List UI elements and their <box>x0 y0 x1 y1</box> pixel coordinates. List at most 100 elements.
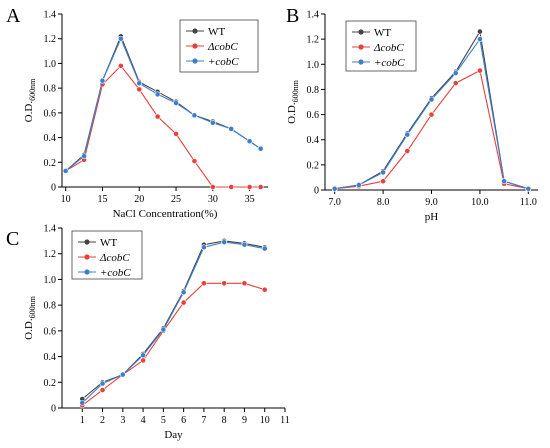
y-tick-label: 0.4 <box>44 133 57 144</box>
data-point-pcobC <box>221 239 228 246</box>
x-tick-label: 11.0 <box>520 197 537 208</box>
x-tick-label: 4 <box>141 415 146 426</box>
y-tick-label: 1.0 <box>44 59 57 70</box>
data-point-dcobC <box>180 299 187 306</box>
data-point-dcobC <box>404 148 411 154</box>
data-point-dcobC <box>241 280 248 287</box>
data-point-dcobC <box>428 111 435 118</box>
legend-marker-WT <box>192 28 198 34</box>
legend-marker-WT <box>358 29 364 35</box>
x-tick-label: 10.0 <box>471 197 489 208</box>
x-tick-label: 20 <box>134 194 144 205</box>
legend-marker-dcobC <box>358 44 364 50</box>
y-tick-label: 0.2 <box>307 160 320 171</box>
y-axis-subscript: 600nm <box>28 78 37 101</box>
series-line-WT <box>81 240 265 400</box>
data-point-dcobC <box>452 80 459 87</box>
legend-box <box>345 20 417 72</box>
panel-label: C <box>6 228 19 250</box>
legend-label-dcobC: ΔcobC <box>373 42 404 54</box>
legend-marker-WT <box>84 239 90 245</box>
y-tick-label: 0.2 <box>44 158 57 169</box>
data-point-pcobC <box>380 169 386 176</box>
x-tick-label: 7.0 <box>328 197 341 208</box>
data-point-dcobC <box>154 113 161 120</box>
data-point-pcobC <box>452 70 459 76</box>
x-tick-label: 35 <box>245 194 255 205</box>
data-point-dcobC <box>209 184 216 190</box>
data-point-pcobC <box>140 352 146 359</box>
y-tick-label: 1.2 <box>307 35 320 46</box>
x-tick-label: 9.0 <box>425 197 438 208</box>
y-tick-label: 0.8 <box>44 301 57 312</box>
y-tick-label: 1.2 <box>44 34 57 45</box>
x-tick-label: 10 <box>61 194 71 205</box>
x-tick-label: 10 <box>260 415 270 426</box>
x-tick-label: 7 <box>201 415 206 426</box>
legend-label-pcobC: +cobC <box>100 267 131 279</box>
legend-marker-pcobC <box>84 269 90 275</box>
y-axis-title: O.D.600nm <box>23 295 37 339</box>
data-point-dcobC <box>140 357 146 364</box>
data-point-pcobC <box>160 326 167 333</box>
data-point-pcobC <box>201 244 207 251</box>
data-point-pcobC <box>404 131 411 138</box>
y-tick-label: 1.2 <box>44 249 57 260</box>
data-point-WT <box>477 28 483 35</box>
y-tick-label: 0 <box>51 404 56 415</box>
data-point-pcobC <box>501 178 508 185</box>
legend-label-dcobC: ΔcobC <box>99 252 130 264</box>
y-tick-label: 0 <box>314 186 319 197</box>
chart-panel-C: C 0 0.2 0.4 0.6 0.8 1.0 1.2 1.4 1 2 3 4 5 6 7 8 9 10 11 Day O… <box>6 224 290 442</box>
data-point-pcobC <box>191 112 198 119</box>
chart-panel-A: A 0 0.2 0.4 0.6 0.8 1.0 1.2 1.4 10 15 20 25 30 35 NaCl … <box>6 5 268 220</box>
x-tick-label: 25 <box>171 194 181 205</box>
data-point-pcobC <box>62 168 69 174</box>
data-point-pcobC <box>180 289 187 296</box>
data-point-pcobC <box>525 185 532 192</box>
series-line-dcobC <box>334 69 529 190</box>
data-point-pcobC <box>99 380 106 387</box>
y-tick-label: 0.6 <box>307 110 320 121</box>
data-point-pcobC <box>261 245 268 252</box>
legend-marker-pcobC <box>192 58 198 64</box>
x-tick-label: 1 <box>80 415 85 426</box>
data-point-pcobC <box>81 153 87 160</box>
y-tick-label: 1.4 <box>44 224 57 235</box>
x-axis-title: pH <box>425 211 439 223</box>
data-point-dcobC <box>477 67 483 74</box>
legend-label-WT: WT <box>100 237 117 249</box>
legend-marker-pcobC <box>358 59 364 65</box>
data-point-dcobC <box>228 184 235 190</box>
data-point-dcobC <box>246 184 253 190</box>
data-point-dcobC <box>221 280 228 287</box>
y-tick-label: 0.8 <box>307 85 320 96</box>
legend: WT ΔcobC +cobC <box>345 20 417 72</box>
legend-box <box>71 230 143 280</box>
data-point-pcobC <box>228 126 235 132</box>
y-tick-label: 0 <box>51 183 56 194</box>
legend-label-WT: WT <box>374 27 391 39</box>
legend-label-pcobC: +cobC <box>208 56 239 68</box>
y-tick-label: 0.8 <box>44 84 57 95</box>
x-axis-title: Day <box>164 429 183 441</box>
y-axis-subscript: 600nm <box>291 79 300 102</box>
legend: WT ΔcobC +cobC <box>179 19 259 73</box>
legend: WT ΔcobC +cobC <box>71 230 143 280</box>
legend-marker-dcobC <box>84 254 90 260</box>
data-point-pcobC <box>209 119 216 126</box>
legend-label-pcobC: +cobC <box>374 57 405 69</box>
data-point-dcobC <box>380 178 386 185</box>
legend-label-WT: WT <box>208 26 225 38</box>
x-tick-label: 30 <box>208 194 218 205</box>
x-tick-label: 8.0 <box>377 197 390 208</box>
x-tick-label: 3 <box>120 415 125 426</box>
y-tick-label: 0.6 <box>44 108 57 119</box>
data-point-dcobC <box>136 86 143 93</box>
panel-label: A <box>6 5 21 27</box>
series-line-dcobC <box>65 65 261 188</box>
data-point-dcobC <box>99 387 106 393</box>
data-point-pcobC <box>477 36 483 43</box>
y-tick-label: 1.4 <box>44 10 57 21</box>
x-tick-label: 2 <box>100 415 105 426</box>
